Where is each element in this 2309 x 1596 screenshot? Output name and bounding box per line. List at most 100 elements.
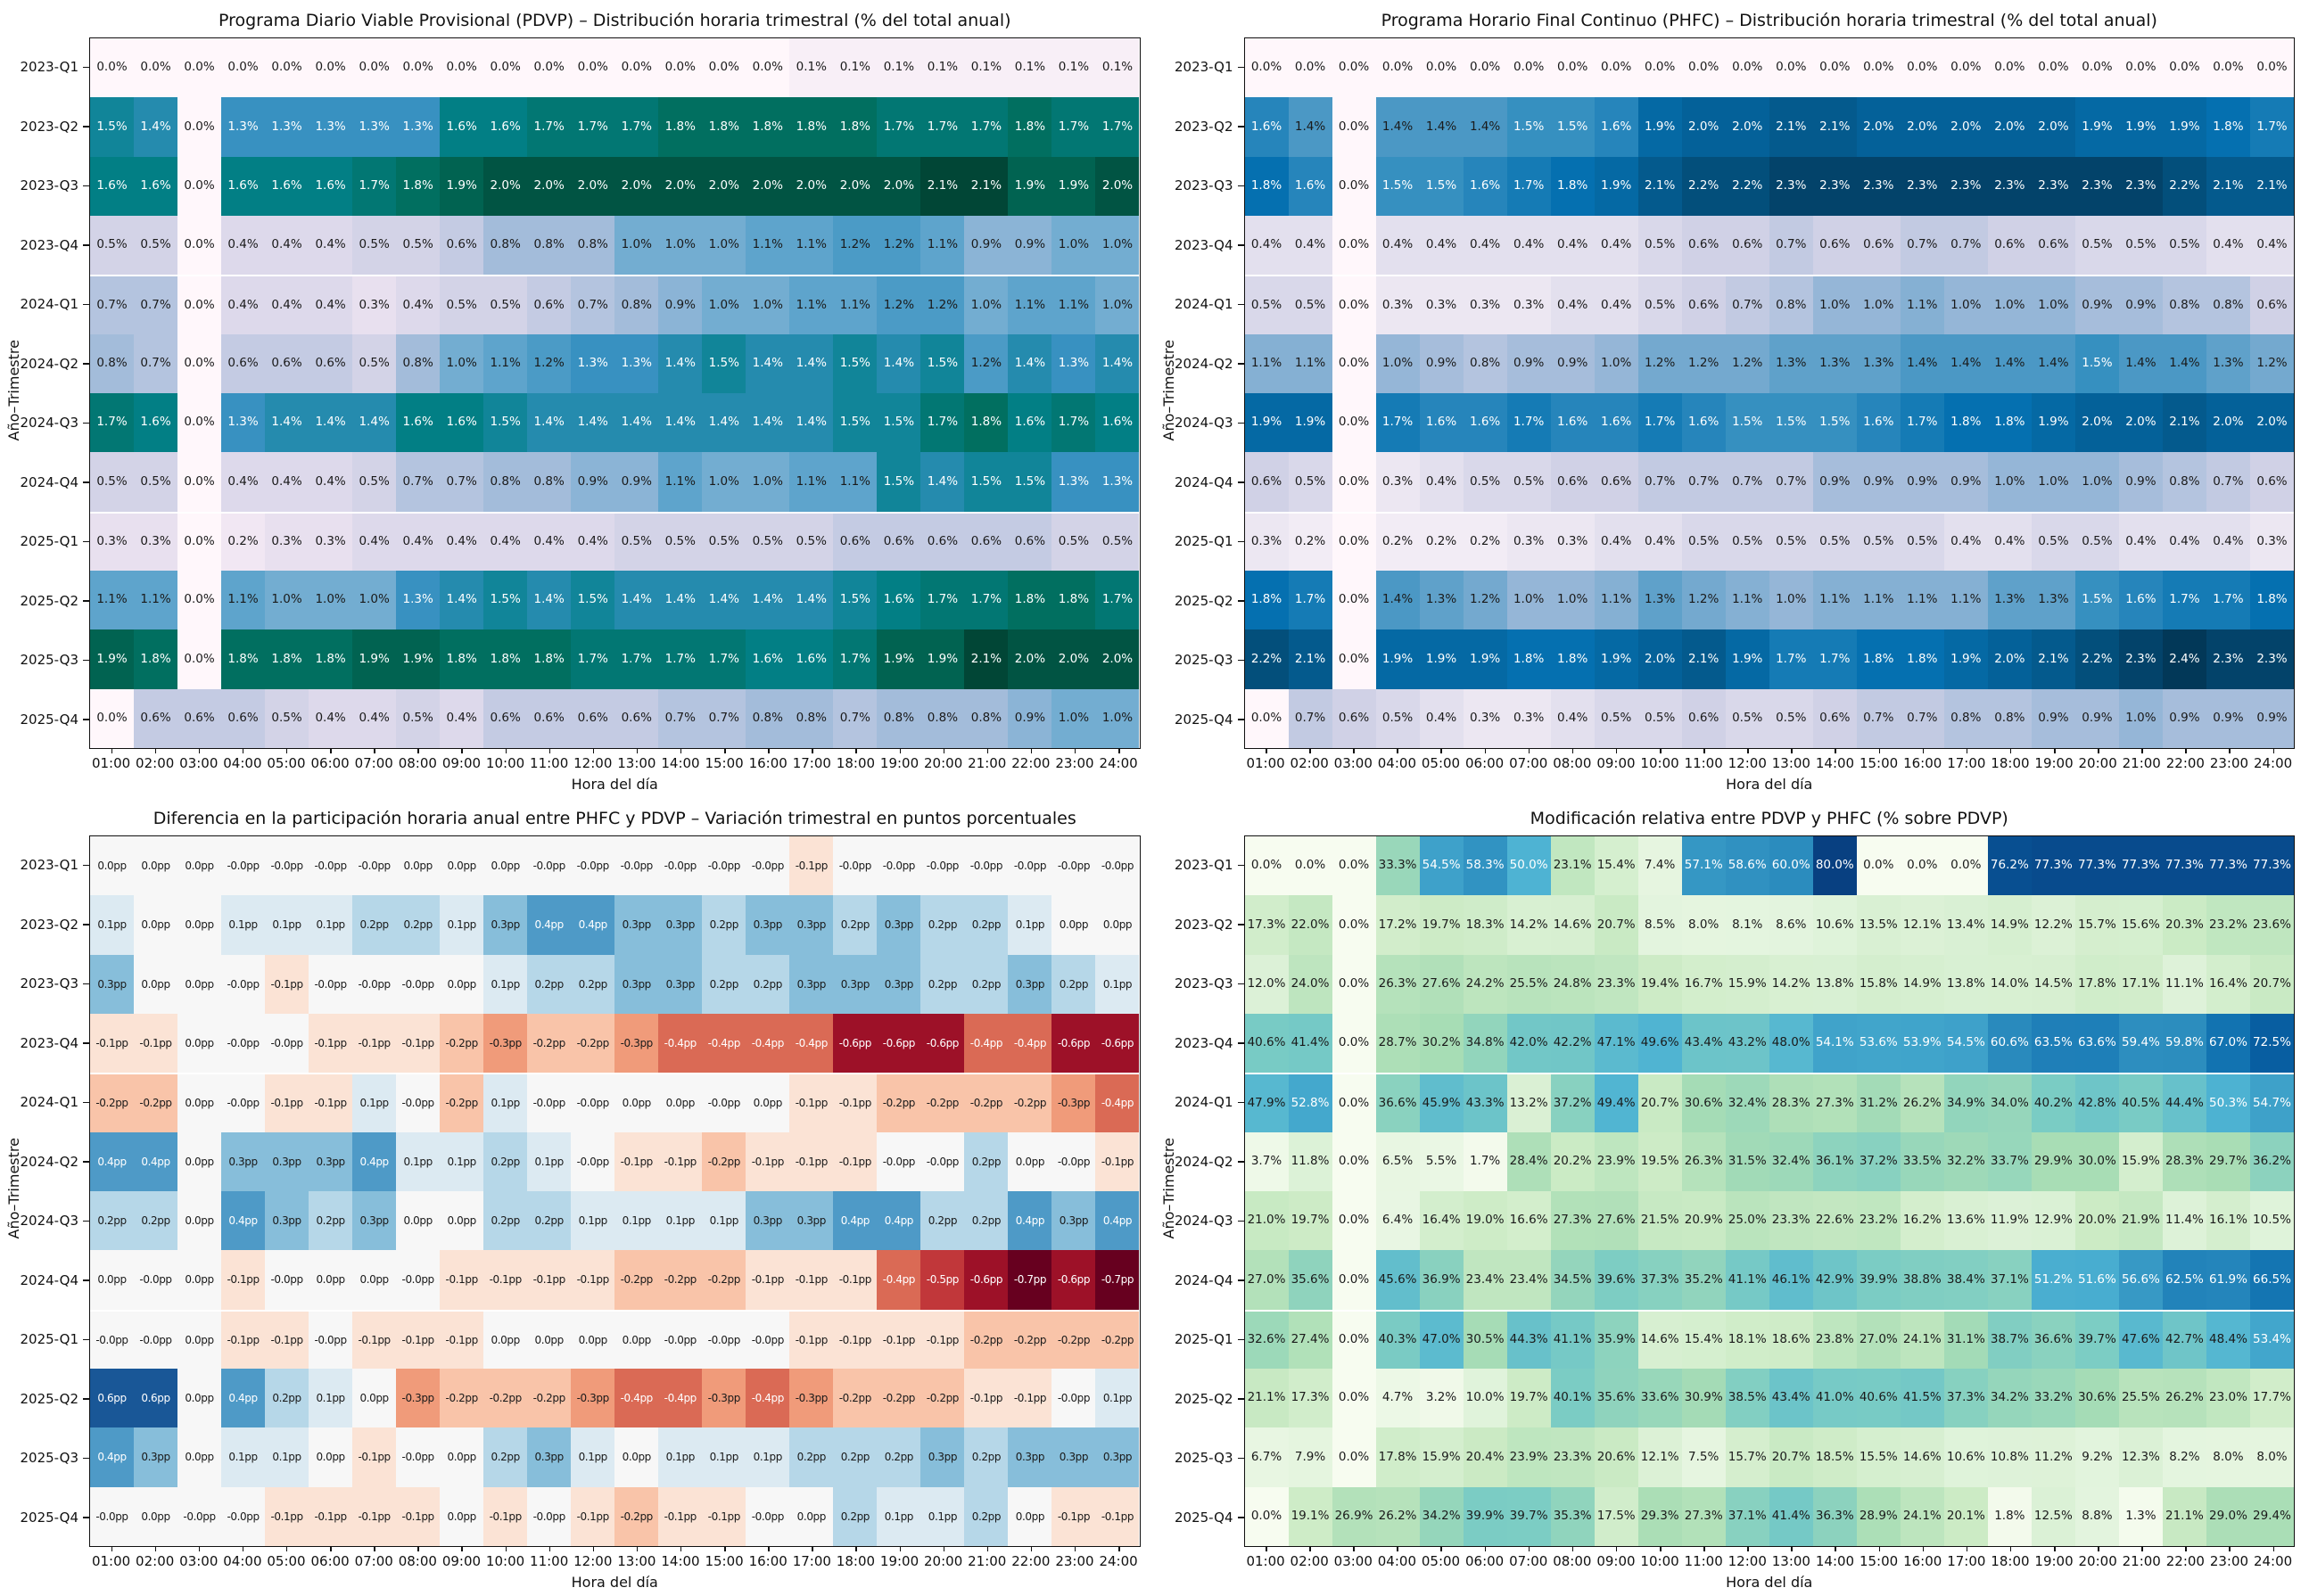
heatmap-cell: 0.4pp bbox=[90, 1131, 135, 1191]
heatmap-cell: 1.7% bbox=[920, 97, 965, 157]
heatmap-cell: 34.2% bbox=[1419, 1486, 1464, 1546]
heatmap-cell: 10.6% bbox=[1812, 895, 1857, 955]
heatmap-cell: 1.8% bbox=[396, 156, 441, 216]
heatmap-cell: 1.3% bbox=[614, 333, 659, 393]
heatmap-cell: 0.0% bbox=[1900, 38, 1944, 98]
heatmap-cell: 0.6pp bbox=[90, 1369, 135, 1428]
heatmap-cell: 0.0% bbox=[1288, 836, 1332, 896]
heatmap-cell: 1.5% bbox=[1419, 156, 1464, 216]
heatmap-cell: 1.9% bbox=[1375, 629, 1420, 689]
heatmap-cell: -0.3pp bbox=[396, 1369, 441, 1428]
heatmap-cell: 29.3% bbox=[1637, 1486, 1682, 1546]
heatmap-cell: 6.5% bbox=[1375, 1131, 1420, 1191]
heatmap-cell: 20.3% bbox=[2162, 895, 2206, 955]
heatmap-cell: 0.4% bbox=[352, 511, 397, 571]
heatmap-cell: 0.6% bbox=[1812, 216, 1857, 276]
heatmap-cell: 0.1pp bbox=[483, 1073, 528, 1132]
heatmap-cell: 5.5% bbox=[1419, 1131, 1464, 1191]
heatmap-cell: 38.8% bbox=[1900, 1250, 1944, 1310]
heatmap-cell: 0.0% bbox=[1332, 1014, 1376, 1074]
heatmap-cell: 47.0% bbox=[1419, 1309, 1464, 1369]
x-tick-label: 23:00 bbox=[2207, 749, 2251, 771]
heatmap-cell: 0.6% bbox=[571, 688, 615, 748]
heatmap-cell: 63.6% bbox=[2074, 1014, 2119, 1074]
heatmap-cell: 60.0% bbox=[1769, 836, 1813, 896]
heatmap-cell: 1.9% bbox=[877, 629, 921, 689]
heatmap-cell: 0.5% bbox=[134, 216, 178, 276]
heatmap-cell: 1.4% bbox=[658, 393, 703, 453]
heatmap-cell: 0.6% bbox=[440, 216, 484, 276]
heatmap-cell: 0.0% bbox=[1244, 688, 1289, 748]
heatmap-cell: 2.3% bbox=[2031, 156, 2075, 216]
heatmap-cell: -0.4pp bbox=[877, 1250, 921, 1310]
heatmap-cell: -0.1pp bbox=[746, 1250, 790, 1310]
heatmap-cell: 1.3% bbox=[396, 97, 441, 157]
heatmap-cell: 1.4% bbox=[1943, 333, 1988, 393]
heatmap-cell: 38.5% bbox=[1725, 1369, 1769, 1428]
heatmap-cell: 0.4% bbox=[2206, 511, 2250, 571]
heatmap-cell: 1.8% bbox=[309, 629, 353, 689]
heatmap-cell: 0.9% bbox=[964, 216, 1009, 276]
heatmap-cell: 0.4% bbox=[396, 511, 441, 571]
heatmap-cell: 1.7% bbox=[1288, 571, 1332, 630]
heatmap-cell: 37.3% bbox=[1637, 1250, 1682, 1310]
heatmap-cell: -0.3pp bbox=[1051, 1073, 1096, 1132]
heatmap-cell: 2.1% bbox=[1812, 97, 1857, 157]
x-tick-label: 14:00 bbox=[658, 749, 702, 771]
x-tick-label: 21:00 bbox=[2120, 749, 2164, 771]
heatmap-cell: 0.0% bbox=[1332, 571, 1376, 630]
x-axis-label: Hora del día bbox=[571, 776, 658, 793]
heatmap-cell: 1.4% bbox=[527, 571, 572, 630]
heatmap-cell: 1.0% bbox=[1812, 275, 1857, 334]
heatmap-cell: 2.0% bbox=[1051, 629, 1096, 689]
heatmap-cell: 1.6% bbox=[1244, 97, 1289, 157]
heatmap-cell: 0.0% bbox=[2249, 38, 2294, 98]
heatmap-cell: 1.7% bbox=[1769, 629, 1813, 689]
heatmap-cell: 0.5% bbox=[1725, 511, 1769, 571]
heatmap-cell: 34.9% bbox=[1943, 1073, 1988, 1132]
heatmap-cell: 21.5% bbox=[1637, 1191, 1682, 1251]
heatmap-cell: 41.1% bbox=[1550, 1309, 1595, 1369]
heatmap-cell: 1.8% bbox=[964, 393, 1009, 453]
heatmap-cell: 10.8% bbox=[1987, 1427, 2032, 1487]
heatmap-cell: 1.3% bbox=[1987, 571, 2032, 630]
heatmap-cell: 0.9% bbox=[614, 452, 659, 512]
heatmap-cell: 0.9% bbox=[571, 452, 615, 512]
heatmap-cell: 17.7% bbox=[2249, 1369, 2294, 1428]
x-tick-label: 01:00 bbox=[89, 749, 133, 771]
heatmap-cell: 18.1% bbox=[1725, 1309, 1769, 1369]
heatmap-cell: 1.8% bbox=[789, 97, 834, 157]
heatmap-cell: 31.5% bbox=[1725, 1131, 1769, 1191]
heatmap-cell: 0.3% bbox=[1463, 275, 1507, 334]
heatmap-cell: 1.1% bbox=[221, 571, 266, 630]
x-tick-label: 13:00 bbox=[1769, 1547, 1813, 1569]
heatmap-cell: 1.8% bbox=[1506, 629, 1551, 689]
heatmap-cell: 0.2pp bbox=[920, 895, 965, 955]
heatmap-cell: 15.7% bbox=[1725, 1427, 1769, 1487]
heatmap-cell: 0.6% bbox=[1550, 452, 1595, 512]
heatmap-cell: 29.7% bbox=[2206, 1131, 2250, 1191]
heatmap-cell: 2.1% bbox=[2162, 393, 2206, 453]
heatmap-cell: 0.4pp bbox=[877, 1191, 921, 1251]
heatmap-cell: 1.5% bbox=[90, 97, 135, 157]
x-tick-label: 24:00 bbox=[2251, 1547, 2295, 1569]
heatmap-cell: 0.2pp bbox=[1051, 954, 1096, 1014]
heatmap-cell: 1.4% bbox=[571, 393, 615, 453]
heatmap-cell: 1.7% bbox=[1051, 393, 1096, 453]
heatmap-cell: 1.4% bbox=[1987, 333, 2032, 393]
heatmap-cell: 0.1% bbox=[920, 38, 965, 98]
heatmap-cell: -0.0pp bbox=[265, 1250, 309, 1310]
heatmap-cell: 0.0% bbox=[309, 38, 353, 98]
heatmap-cell: 41.5% bbox=[1900, 1369, 1944, 1428]
heatmap-cell: 13.2% bbox=[1506, 1073, 1551, 1132]
heatmap-cell: 1.0% bbox=[702, 275, 746, 334]
heatmap-cell: 2.3% bbox=[1987, 156, 2032, 216]
x-tick-label: 14:00 bbox=[658, 1547, 702, 1569]
heatmap-cell: 21.9% bbox=[2118, 1191, 2163, 1251]
heatmap-cell: 2.3% bbox=[2074, 156, 2119, 216]
heatmap-cell: 37.2% bbox=[1550, 1073, 1595, 1132]
heatmap-cell: 16.7% bbox=[1681, 954, 1726, 1014]
heatmap-cell: -0.1pp bbox=[396, 1309, 441, 1369]
heatmap-cell: 20.9% bbox=[1681, 1191, 1726, 1251]
heatmap-cell: 0.3% bbox=[134, 511, 178, 571]
